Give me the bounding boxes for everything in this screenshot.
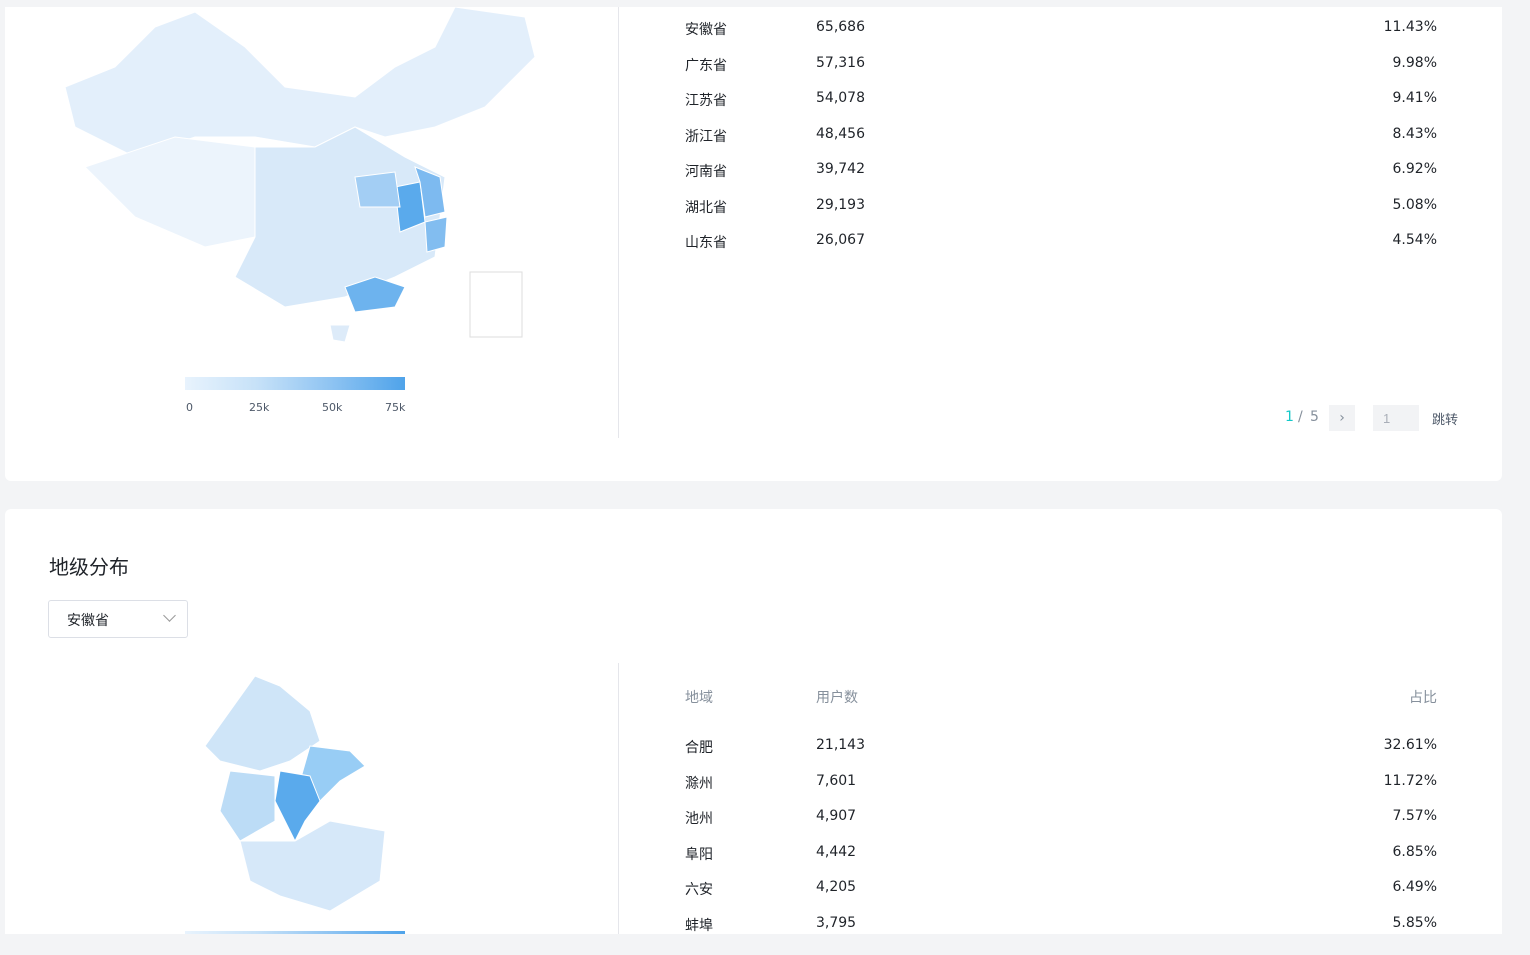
cell-region: 湖北省 — [685, 199, 727, 216]
cell-share: 6.49% — [1392, 879, 1437, 895]
map-city-west[interactable] — [219, 770, 276, 842]
cell-region: 阜阳 — [685, 846, 713, 863]
cell-share: 7.57% — [1392, 808, 1437, 824]
page-jump-input[interactable] — [1373, 405, 1419, 431]
anhui-map[interactable] — [200, 671, 400, 916]
legend-tick: 50k — [322, 401, 343, 414]
cell-share: 11.43% — [1383, 19, 1437, 35]
header-region[interactable]: 地域 — [685, 690, 713, 706]
legend-tick: 0 — [186, 401, 193, 414]
cell-share: 11.72% — [1383, 772, 1437, 789]
table-row: 池州 4,907 7.57% — [685, 808, 1437, 828]
map-region-guangdong[interactable] — [344, 276, 406, 313]
header-share[interactable]: 占比 — [1409, 690, 1437, 706]
page-current: 1 — [1285, 409, 1294, 425]
map-city-hefei[interactable] — [274, 770, 321, 843]
china-map[interactable] — [55, 7, 545, 352]
province-card: 0 25k 50k 75k — [5, 7, 1502, 481]
map-region-tibet[interactable] — [84, 136, 256, 248]
cell-region: 六安 — [685, 882, 713, 898]
chevron-down-icon — [163, 609, 176, 622]
cell-share: 6.85% — [1392, 843, 1437, 860]
province-select[interactable]: 安徽省 — [48, 600, 188, 638]
cell-users: 26,067 — [816, 232, 865, 248]
table-row: 山东省 26,067 4.54% — [685, 232, 1437, 252]
table-row: 阜阳 4,442 6.85% — [685, 844, 1437, 864]
cell-users: 4,442 — [816, 843, 857, 860]
table-row: 六安 4,205 6.49% — [685, 879, 1437, 899]
cell-users: 4,907 — [816, 808, 857, 824]
map-region-zhejiang[interactable] — [424, 216, 448, 253]
cell-users: 57,316 — [816, 54, 865, 71]
table-row: 浙江省 48,456 8.43% — [685, 126, 1437, 146]
table-header: 地域 用户数 占比 — [685, 687, 1437, 707]
table-row: 安徽省 65,686 11.43% — [685, 19, 1437, 39]
header-users[interactable]: 用户数 — [816, 690, 858, 706]
cell-share: 4.54% — [1392, 232, 1437, 248]
page-separator: / — [1298, 409, 1303, 425]
cell-share: 6.92% — [1392, 161, 1437, 177]
map-city-north[interactable] — [204, 675, 321, 772]
cell-region: 滁州 — [685, 775, 713, 792]
next-page-button[interactable]: › — [1329, 405, 1355, 431]
cell-region: 合肥 — [685, 740, 713, 756]
table-row: 湖北省 29,193 5.08% — [685, 197, 1437, 217]
table-row: 合肥 21,143 32.61% — [685, 737, 1437, 757]
cell-region: 池州 — [685, 811, 713, 827]
cell-share: 5.08% — [1392, 196, 1437, 213]
cell-region: 广东省 — [685, 57, 727, 74]
legend-tick: 75k — [385, 401, 406, 414]
table-row: 滁州 7,601 11.72% — [685, 773, 1437, 793]
cell-users: 3,795 — [816, 914, 857, 931]
cell-region: 浙江省 — [685, 128, 727, 145]
cell-users: 21,143 — [816, 737, 865, 753]
page-bottom — [0, 934, 1530, 955]
map-region-henan[interactable] — [354, 171, 401, 208]
divider — [618, 7, 619, 438]
map-region-hainan[interactable] — [329, 324, 351, 343]
cell-users: 29,193 — [816, 196, 865, 213]
cell-share: 8.43% — [1392, 125, 1437, 142]
map-region-jiangsu[interactable] — [414, 166, 446, 218]
page-total: 5 — [1310, 409, 1319, 425]
cell-region: 山东省 — [685, 235, 727, 251]
cell-region: 安徽省 — [685, 22, 727, 38]
cell-region: 河南省 — [685, 164, 727, 180]
cell-share: 5.85% — [1392, 914, 1437, 931]
province-select-value: 安徽省 — [67, 613, 109, 629]
cell-users: 48,456 — [816, 125, 865, 142]
south-sea-inset — [469, 271, 523, 338]
table-row: 江苏省 54,078 9.41% — [685, 90, 1437, 110]
cell-share: 9.98% — [1392, 54, 1437, 71]
cell-region: 蚌埠 — [685, 917, 713, 934]
cell-region: 江苏省 — [685, 93, 727, 109]
section-title: 地级分布 — [49, 555, 129, 579]
legend-tick: 25k — [249, 401, 270, 414]
cell-users: 7,601 — [816, 772, 857, 789]
page-jump-button[interactable]: 跳转 — [1432, 413, 1459, 428]
city-card: 地级分布 安徽省 — [5, 509, 1502, 955]
cell-share: 9.41% — [1392, 90, 1437, 106]
divider — [618, 663, 619, 955]
chevron-right-icon: › — [1339, 410, 1345, 426]
cell-users: 4,205 — [816, 879, 857, 895]
map-city-south[interactable] — [239, 820, 386, 912]
cell-users: 54,078 — [816, 90, 865, 106]
cell-users: 65,686 — [816, 19, 865, 35]
table-row: 蚌埠 3,795 5.85% — [685, 915, 1437, 935]
map-region-north[interactable] — [64, 7, 536, 158]
table-row: 广东省 57,316 9.98% — [685, 55, 1437, 75]
table-row: 河南省 39,742 6.92% — [685, 161, 1437, 181]
cell-share: 32.61% — [1383, 737, 1437, 753]
map-legend-bar[interactable] — [185, 377, 405, 390]
cell-users: 39,742 — [816, 161, 865, 177]
